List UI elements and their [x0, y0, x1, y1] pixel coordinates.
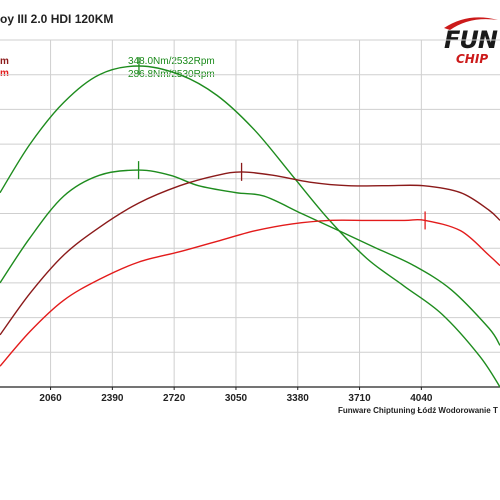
legend-stub-power-stock: m [0, 68, 9, 79]
x-tick-label-3: 3050 [225, 393, 248, 404]
x-tick-label-2: 2720 [163, 393, 186, 404]
chart-title: oy III 2.0 HDI 120KM [0, 12, 114, 26]
x-tick-label-4: 3380 [287, 393, 310, 404]
logo-subword: CHIP [456, 52, 489, 66]
peak-label-tuned-torque: 348.0Nm/2532Rpm [128, 56, 215, 67]
footer-credit: Funware Chiptuning Łódź Wodorowanie T [338, 406, 498, 415]
series-line-stock-power [0, 218, 500, 367]
series-line-stock-torque [0, 169, 500, 346]
logo-swoosh-icon [444, 17, 498, 30]
x-tick-label-1: 2390 [101, 393, 124, 404]
x-tick-label-6: 4040 [410, 393, 433, 404]
x-tick-label-0: 2060 [39, 393, 62, 404]
x-tick-label-5: 3710 [348, 393, 371, 404]
legend-stub-power-tuned: m [0, 56, 9, 67]
series-line-tuned-power [0, 171, 500, 336]
series-line-tuned-torque [0, 65, 500, 388]
